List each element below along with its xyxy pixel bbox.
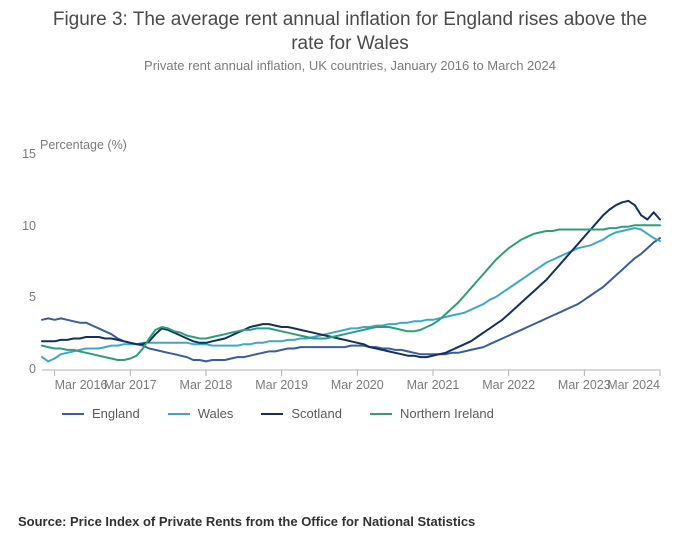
chart-legend: England Wales Scotland Northern Ireland [62, 406, 494, 421]
y-tick-label: 5 [14, 290, 36, 304]
legend-item-northern-ireland[interactable]: Northern Ireland [370, 406, 494, 421]
legend-swatch [62, 413, 84, 415]
legend-item-scotland[interactable]: Scotland [261, 406, 342, 421]
legend-item-england[interactable]: England [62, 406, 140, 421]
legend-swatch [261, 413, 283, 415]
x-tick-label: Mar 2024 [607, 378, 660, 392]
legend-item-wales[interactable]: Wales [168, 406, 234, 421]
x-tick-label: Mar 2020 [331, 378, 384, 392]
legend-label: Scotland [291, 406, 342, 421]
x-tick-label: Mar 2017 [104, 378, 157, 392]
legend-swatch [370, 413, 392, 415]
legend-label: England [92, 406, 140, 421]
legend-label: Northern Ireland [400, 406, 494, 421]
x-tick-label: Mar 2016 [55, 378, 108, 392]
chart-plot-area [0, 0, 700, 549]
x-tick-label: Mar 2022 [482, 378, 535, 392]
y-tick-label: 0 [14, 362, 36, 376]
x-tick-label: Mar 2021 [407, 378, 460, 392]
y-tick-label: 10 [14, 219, 36, 233]
legend-swatch [168, 413, 190, 415]
x-tick-label: Mar 2023 [558, 378, 611, 392]
x-tick-label: Mar 2019 [255, 378, 308, 392]
series-northern-ireland [42, 225, 660, 360]
x-tick-label: Mar 2018 [180, 378, 233, 392]
y-tick-label: 15 [14, 147, 36, 161]
chart-source: Source: Price Index of Private Rents fro… [18, 514, 475, 529]
legend-label: Wales [198, 406, 234, 421]
